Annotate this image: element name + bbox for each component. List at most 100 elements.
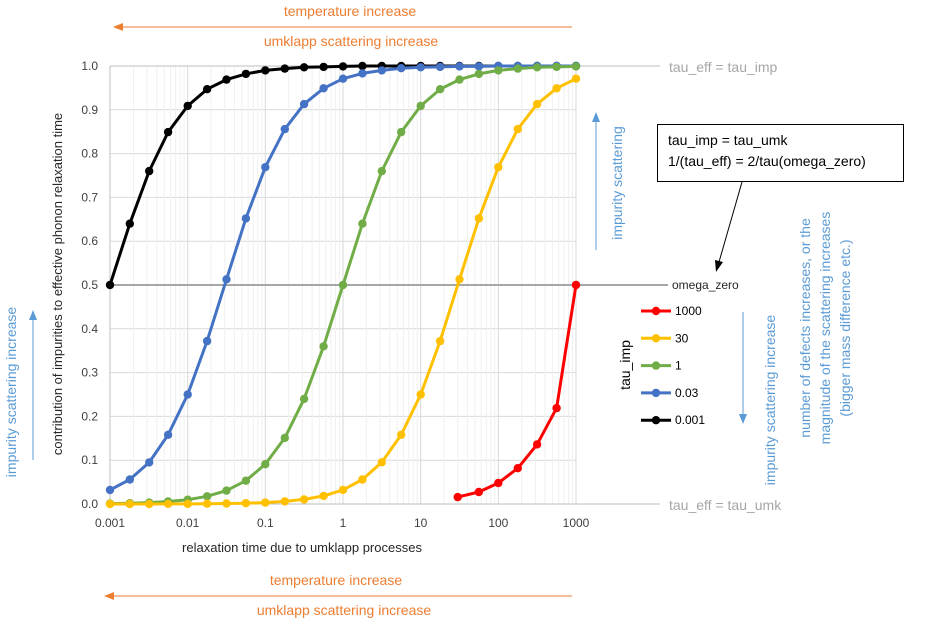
data-point [241, 476, 251, 485]
y-tick-label: 0.0 [81, 497, 98, 511]
x-tick-label: 1 [340, 516, 347, 530]
data-point [416, 390, 425, 399]
data-point [358, 219, 367, 228]
data-point [513, 464, 522, 473]
data-point [358, 475, 367, 484]
x-tick-label: 100 [488, 516, 508, 530]
series-1000 [453, 280, 581, 502]
data-point [338, 62, 348, 71]
equation-line-1: tau_imp = tau_umk [668, 132, 788, 148]
data-point [299, 495, 309, 504]
defects-note-line3: (bigger mass difference etc.) [837, 239, 853, 416]
tau-eff-imp-label: tau_eff = tau_imp [669, 59, 778, 75]
data-point [202, 492, 212, 501]
data-point [125, 475, 134, 484]
data-point [222, 75, 231, 84]
data-point [571, 280, 581, 290]
data-point [532, 440, 542, 449]
data-point [222, 499, 231, 508]
x-tick-label: 0.001 [95, 516, 125, 530]
y-tick-label: 0.1 [81, 453, 98, 467]
x-tick-label: 1000 [563, 516, 590, 530]
impurity-scattering-label: impurity scattering [609, 126, 625, 240]
data-point [435, 62, 445, 72]
data-point [241, 214, 251, 223]
data-point [474, 69, 484, 79]
legend-label: 1 [675, 359, 682, 373]
bottom-umklapp-label: umklapp scattering increase [257, 602, 432, 618]
equation-box: tau_imp = tau_umk 1/(tau_eff) = 2/tau(om… [657, 124, 904, 182]
data-point [338, 485, 348, 495]
data-point [183, 101, 192, 111]
data-point [474, 487, 483, 497]
data-point [202, 336, 212, 346]
legend-item-1000: 1000 [641, 304, 702, 318]
y-tick-label: 0.5 [81, 278, 98, 292]
bottom-orange-arrow [104, 592, 572, 600]
data-point [435, 85, 445, 94]
data-point [145, 166, 154, 176]
data-point [397, 127, 406, 137]
legend-label: 0.03 [675, 386, 699, 400]
legend-item-0.001: 0.001 [641, 413, 705, 427]
tick-labels: 0.0 0.1 0.2 0.3 0.4 0.5 0.6 0.7 0.8 0.9 1.0 0.001 0.… [81, 59, 589, 530]
data-point [280, 124, 289, 134]
data-point [453, 492, 462, 502]
tau-eff-umk-label: tau_eff = tau_umk [669, 497, 782, 513]
omega-zero-label: omega_zero [672, 278, 739, 292]
y-tick-label: 0.6 [81, 234, 98, 248]
top-temperature-label: temperature increase [284, 3, 417, 19]
data-point [280, 64, 289, 73]
data-point [319, 491, 328, 501]
right-blue-up-arrow [592, 112, 600, 250]
data-point [474, 214, 484, 223]
data-point [299, 394, 309, 404]
data-point [299, 63, 309, 72]
data-point [145, 458, 154, 467]
defects-note-line1: number of defects increases, or the [797, 218, 813, 438]
impurity-scattering-increase-left: impurity scattering increase [3, 307, 19, 478]
data-point [261, 498, 270, 507]
data-point [163, 127, 173, 137]
legend-swatch-marker [651, 416, 661, 425]
data-point [338, 280, 348, 290]
data-point [513, 124, 522, 134]
impurity-scattering-increase-right: impurity scattering increase [762, 315, 778, 486]
data-point [377, 66, 386, 75]
x-tick-label: 10 [414, 516, 428, 530]
reference-lines [109, 65, 668, 505]
data-point [494, 478, 503, 488]
data-point [241, 69, 251, 79]
data-point [494, 163, 503, 172]
data-point [435, 336, 445, 346]
data-point [280, 433, 289, 443]
data-point [280, 497, 289, 506]
legend-item-1: 1 [641, 359, 682, 373]
data-point [377, 458, 386, 467]
legend-item-0.03: 0.03 [641, 386, 699, 400]
x-tick-label: 0.01 [176, 516, 200, 530]
data-point [319, 62, 328, 72]
data-point [105, 280, 115, 290]
right-blue-down-arrow [739, 312, 747, 424]
data-point [222, 275, 231, 284]
y-tick-label: 0.8 [81, 147, 98, 161]
data-point [552, 84, 561, 93]
data-point [163, 499, 173, 509]
legend-swatch-marker [651, 361, 661, 370]
box-pointer-arrow [715, 181, 743, 272]
data-point [105, 485, 115, 495]
data-point [532, 63, 542, 72]
data-point [416, 63, 425, 72]
data-point [125, 219, 134, 228]
data-point [416, 101, 425, 111]
defects-note-line2: magnitude of the scattering increases [817, 212, 833, 445]
y-axis-title: contribution of impurities to effective … [50, 113, 65, 455]
x-tick-label: 0.1 [257, 516, 274, 530]
legend-item-30: 30 [641, 331, 689, 345]
data-point [183, 390, 192, 399]
y-tick-label: 0.9 [81, 103, 98, 117]
data-point [125, 499, 134, 509]
bottom-temperature-label: temperature increase [270, 572, 403, 588]
